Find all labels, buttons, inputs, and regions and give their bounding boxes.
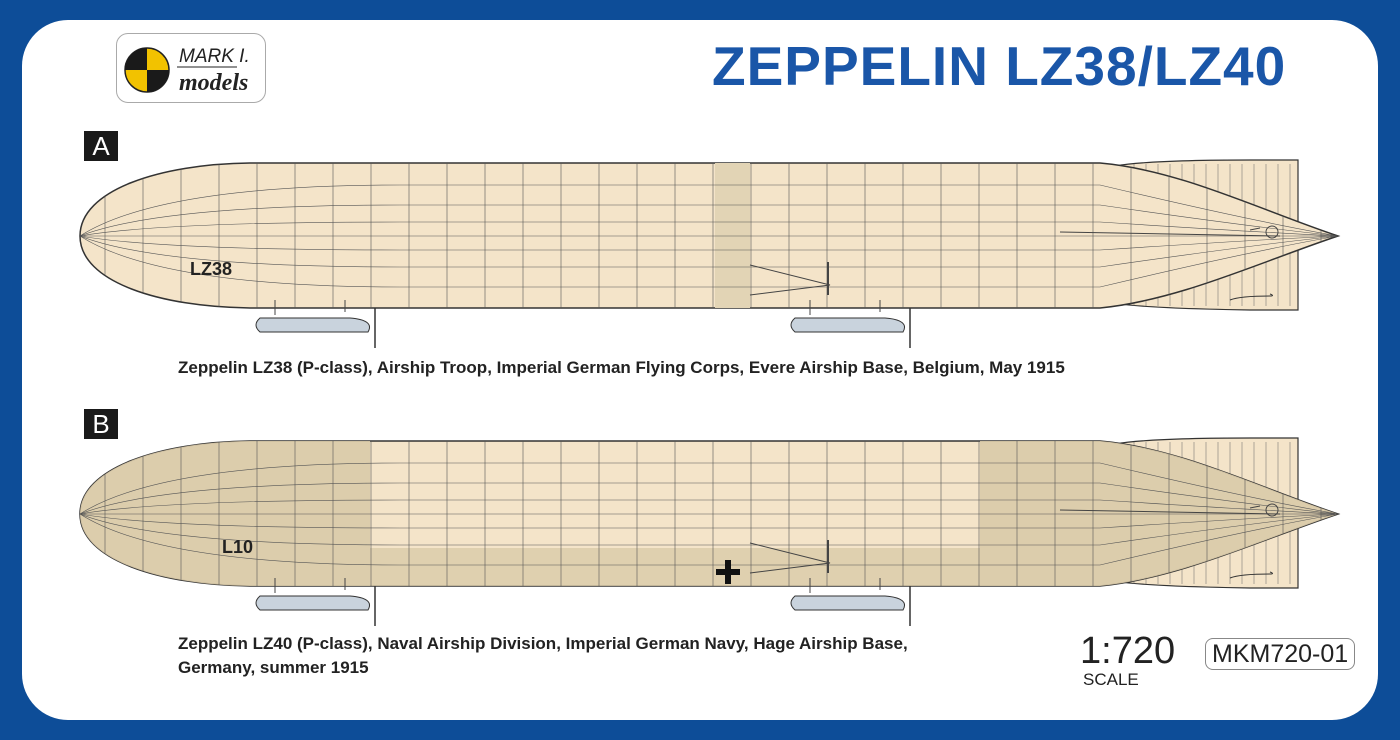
- gondola: [790, 578, 911, 626]
- brand-roundel-icon: MARK I. models: [124, 46, 250, 96]
- svg-text:MARK I.: MARK I.: [179, 46, 250, 67]
- profile-b-caption-line1: Zeppelin LZ40 (P-class), Naval Airship D…: [178, 634, 908, 653]
- zeppelin-lz38-profile: LZ38: [79, 159, 1341, 348]
- product-code: MKM720-01: [1205, 638, 1356, 670]
- hull-marking: L10: [222, 537, 253, 557]
- gondola: [255, 578, 376, 626]
- profile-b-caption: Zeppelin LZ40 (P-class), Naval Airship D…: [178, 632, 908, 680]
- profile-b-label: B: [84, 409, 118, 439]
- profile-a-label: A: [84, 131, 118, 161]
- scale-label: SCALE: [1083, 670, 1139, 689]
- profile-a-caption: Zeppelin LZ38 (P-class), Airship Troop, …: [178, 358, 1065, 377]
- hull-marking: LZ38: [190, 259, 232, 279]
- gondola: [255, 300, 376, 348]
- page-title: ZEPPELIN LZ38/LZ40: [712, 35, 1287, 97]
- gondola: [790, 300, 911, 348]
- iron-cross-icon: [716, 560, 740, 584]
- svg-text:models: models: [179, 70, 248, 96]
- zeppelin-lz40-profile: L10: [79, 437, 1341, 626]
- profile-b-caption-line2: Germany, summer 1915: [178, 658, 369, 677]
- scale-value: 1:720: [1080, 630, 1176, 672]
- card-background: [22, 20, 1378, 720]
- brand-logo: MARK I. models: [116, 33, 266, 103]
